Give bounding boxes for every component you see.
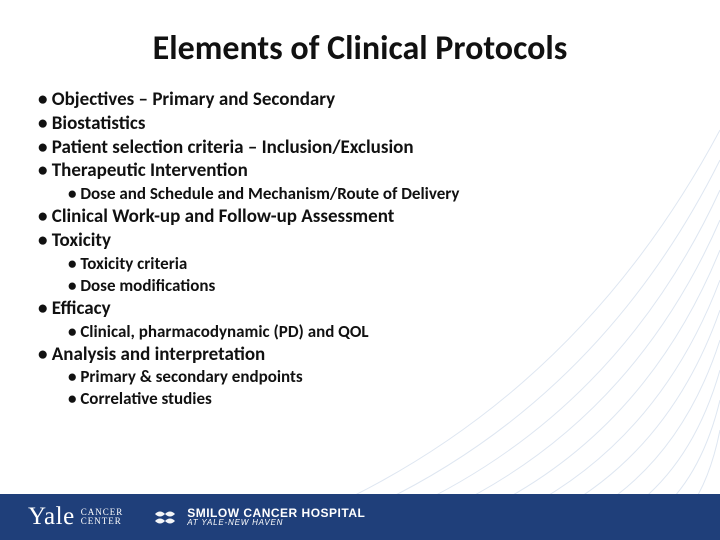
bullet-efficacy: Efficacy — [38, 297, 680, 321]
smilow-line-2: AT YALE-NEW HAVEN — [187, 519, 365, 527]
bullet-toxicity-criteria: Toxicity criteria — [68, 253, 680, 275]
yale-line-center: CENTER — [81, 517, 124, 526]
smilow-logo: SMILOW CANCER HOSPITAL AT YALE-NEW HAVEN — [151, 503, 365, 531]
bullet-objectives: Objectives – Primary and Secondary — [38, 88, 680, 112]
footer-bar: Yale CANCER CENTER SMILOW CANCER HOSPIT — [0, 494, 720, 540]
bullet-workup: Clinical Work-up and Follow-up Assessmen… — [38, 205, 680, 229]
yale-cancer-center-logo: Yale CANCER CENTER — [28, 503, 123, 531]
smilow-text-stack: SMILOW CANCER HOSPITAL AT YALE-NEW HAVEN — [187, 507, 365, 528]
bullet-dose-mod: Dose modifications — [68, 275, 680, 297]
smilow-icon — [151, 503, 179, 531]
bullet-patient-selection: Patient selection criteria – Inclusion/E… — [38, 136, 680, 160]
yale-wordmark: Yale — [28, 503, 75, 531]
bullet-dose-schedule: Dose and Schedule and Mechanism/Route of… — [68, 183, 680, 205]
bullet-correlative: Correlative studies — [68, 388, 680, 410]
bullet-analysis: Analysis and interpretation — [38, 343, 680, 367]
slide: Elements of Clinical Protocols Objective… — [0, 0, 720, 540]
bullet-therapeutic: Therapeutic Intervention — [38, 159, 680, 183]
content-area: Objectives – Primary and Secondary Biost… — [38, 88, 680, 411]
bullet-toxicity: Toxicity — [38, 229, 680, 253]
bullet-efficacy-detail: Clinical, pharmacodynamic (PD) and QOL — [68, 321, 680, 343]
yale-logo-stack: CANCER CENTER — [81, 508, 124, 527]
slide-title: Elements of Clinical Protocols — [0, 28, 720, 69]
bullet-biostatistics: Biostatistics — [38, 112, 680, 136]
bullet-endpoints: Primary & secondary endpoints — [68, 366, 680, 388]
